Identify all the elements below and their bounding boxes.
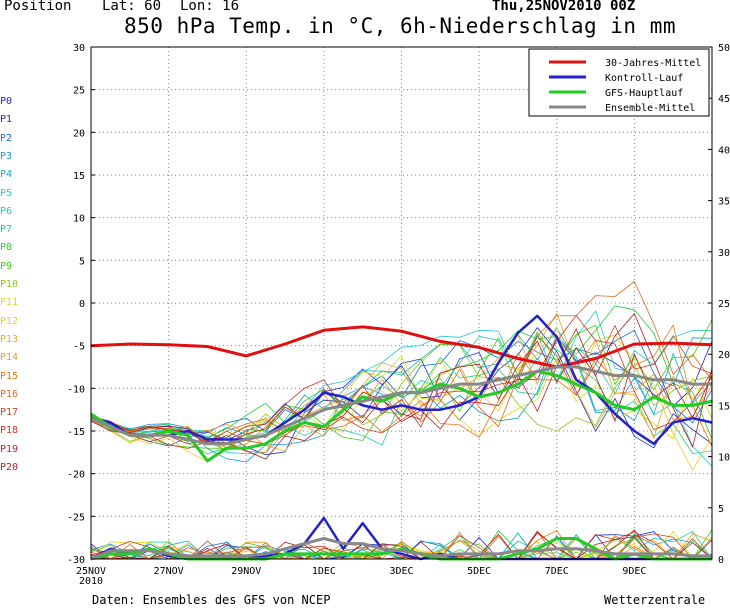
series-line-30-jahres-mittel: [90, 325, 713, 369]
y-left-tick-label: -5: [73, 342, 85, 353]
y-right-tick-label: 0: [718, 555, 724, 566]
y-left-tick-label: 20: [73, 128, 85, 139]
y-right-tick-label: 45: [718, 94, 730, 105]
legend-label-kontroll-lauf: Kontroll-Lauf: [605, 73, 683, 84]
member-label-p7: P7: [0, 224, 13, 236]
y-left-tick-label: 0: [79, 299, 85, 310]
y-right-tick-label: 10: [718, 453, 730, 464]
member-label-p4: P4: [0, 169, 13, 181]
member-label-p5: P5: [0, 187, 13, 199]
y-right-tick-label: 30: [718, 248, 730, 259]
x-tick-label: 5DEC: [467, 566, 491, 577]
y-right-tick-label: 15: [718, 401, 730, 412]
y-left-tick-label: -25: [67, 512, 85, 523]
member-label-p15: P15: [0, 370, 19, 382]
member-label-p9: P9: [0, 260, 13, 272]
ensemble-member-precip: [90, 531, 712, 560]
ensemble-member-line: [90, 327, 713, 456]
member-label-p13: P13: [0, 333, 19, 345]
series-line-kontroll-lauf: [90, 314, 713, 446]
y-right-tick-label: 50: [718, 43, 730, 54]
y-left-tick-label: -10: [67, 384, 85, 395]
member-label-p10: P10: [0, 279, 19, 290]
series-layer: [90, 314, 713, 561]
y-left-tick-label: 5: [79, 256, 85, 267]
legend-box: 30-Jahres-Mittel Kontroll-Lauf GFS-Haupt…: [528, 48, 710, 117]
member-label-p19: P19: [0, 443, 19, 455]
brand-label: Wetterzentrale: [604, 593, 706, 607]
y-left-tick-label: 15: [73, 171, 85, 182]
member-label-p6: P6: [0, 205, 13, 217]
member-label-p1: P1: [0, 114, 13, 126]
y-left-tick-label: 30: [73, 43, 85, 54]
y-left-tick-label: -20: [67, 470, 85, 481]
y-right-tick-label: 20: [718, 350, 730, 361]
run-date: Thu,25NOV2010 00Z: [492, 0, 636, 14]
x-tick-label: 3DEC: [389, 566, 413, 577]
latitude-label: Lat: 60: [102, 0, 162, 14]
y-left-tick-label: -30: [67, 555, 85, 566]
member-label-p12: P12: [0, 315, 19, 327]
axis-layer: 302520151050-5-10-15-20-25-3050454035302…: [67, 43, 730, 587]
member-label-p16: P16: [0, 388, 19, 400]
y-left-tick-label: 25: [73, 86, 85, 97]
x-tick-label: 1DEC: [312, 566, 336, 577]
x-tick-label: 9DEC: [622, 566, 646, 577]
precip-line-ensemble-mittel: [90, 537, 712, 561]
ensemble-member-precip: [91, 540, 712, 560]
member-label-p3: P3: [0, 150, 13, 162]
y-right-tick-label: 35: [718, 197, 730, 208]
member-label-p14: P14: [0, 352, 19, 364]
legend-label-ensemble-mittel: Ensemble-Mittel: [605, 103, 695, 114]
grid-layer: [91, 47, 712, 559]
chart-title: 850 hPa Temp. in °C, 6h-Niederschlag in …: [124, 14, 677, 38]
member-label-p2: P2: [0, 132, 13, 144]
y-left-tick-label: 10: [73, 214, 85, 225]
x-tick-label: 25NOV: [76, 566, 106, 577]
member-label-p8: P8: [0, 242, 13, 254]
legend-label-30-jahres-mittel: 30-Jahres-Mittel: [605, 58, 701, 69]
x-tick-label: 2010: [79, 576, 103, 587]
x-tick-label: 27NOV: [154, 566, 184, 577]
ensemble-member-line: [90, 326, 713, 471]
member-label-p11: P11: [0, 297, 19, 309]
member-label-p17: P17: [0, 407, 19, 419]
y-right-tick-label: 5: [718, 504, 724, 515]
series-line-ensemble-mittel: [90, 365, 712, 446]
member-label-p18: P18: [0, 425, 19, 437]
member-label-p20: P20: [0, 462, 19, 473]
longitude-label: Lon: 16: [180, 0, 240, 14]
y-right-tick-label: 25: [718, 299, 730, 310]
y-right-tick-label: 40: [718, 145, 730, 156]
position-label: Position: [4, 0, 72, 14]
ensemble-member-line: [90, 319, 713, 449]
x-tick-label: 29NOV: [231, 566, 261, 577]
legend-label-gfs-hauptlauf: GFS-Hauptlauf: [605, 88, 683, 99]
x-tick-label: 7DEC: [545, 566, 569, 577]
data-source: Daten: Ensembles des GFS von NCEP: [92, 593, 331, 607]
y-left-tick-label: -15: [67, 427, 85, 438]
member-label-p0: P0: [0, 96, 13, 107]
